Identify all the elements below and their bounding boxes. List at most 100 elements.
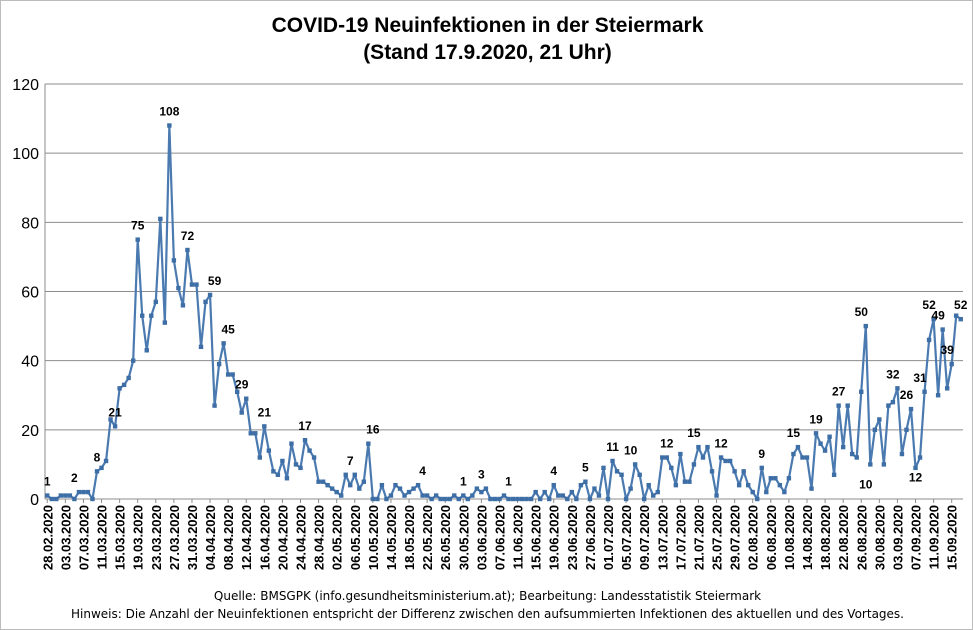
x-tick-label: 10.05.2020 [366,505,381,570]
data-point [587,496,593,502]
x-tick-label: 09.07.2020 [637,505,652,570]
data-point [551,482,556,488]
data-point [913,465,918,471]
data-point [628,486,633,491]
data-point [289,441,294,446]
data-point [922,389,927,394]
data-point [723,458,728,464]
x-tick-label: 24.04.2020 [294,505,309,570]
data-label: 72 [181,229,195,243]
x-tick-label: 11.03.2020 [95,505,110,569]
chart-title: COVID-19 Neuinfektionen in der Steiermar… [271,14,704,37]
data-point [641,496,647,502]
x-tick-label: 30.05.2020 [456,505,471,570]
data-point [198,344,204,350]
data-point [424,493,430,498]
x-tick-label: 16.04.2020 [257,505,272,570]
data-label: 32 [886,367,900,381]
data-point [954,313,959,318]
data-label: 7 [347,454,354,468]
data-point [45,493,50,498]
x-tick-label: 03.06.2020 [474,505,489,570]
data-point [931,316,936,322]
data-point [818,441,823,446]
x-tick-label: 04.04.2020 [203,505,218,570]
data-point [397,486,403,491]
data-point [230,372,235,377]
data-point [99,465,104,471]
data-point [280,458,285,464]
data-point [727,458,733,464]
data-point [596,493,602,498]
data-point [542,489,547,495]
data-label: 26 [900,388,914,402]
data-point [614,469,620,474]
data-point [108,417,113,422]
data-point [877,417,882,422]
x-tick-label: 03.03.2020 [58,505,73,570]
x-tick-label: 23.06.2020 [565,505,580,570]
data-point [207,292,213,298]
data-point [908,406,914,412]
series-line [46,124,962,501]
data-point [660,455,665,460]
data-label: 31 [913,371,927,385]
y-tick-label: 100 [12,146,39,163]
data-point [605,496,611,502]
data-point [452,493,457,498]
data-point [420,493,425,498]
data-point [483,486,489,491]
data-point [632,462,638,467]
data-point [130,358,136,363]
data-point [515,496,520,502]
data-point [669,465,674,471]
data-point [917,455,923,460]
data-point [112,424,118,429]
data-point [225,372,231,377]
data-point [275,472,281,477]
data-point [375,496,380,502]
x-tick-label: 10.08.2020 [782,505,797,570]
data-point [714,493,719,498]
data-point [935,393,941,398]
data-point [777,482,783,488]
data-point [705,444,710,450]
data-label: 15 [787,426,801,440]
data-point [415,482,421,488]
data-point [813,431,819,436]
y-tick-label: 20 [21,423,39,440]
data-point [759,465,764,471]
x-tick-label: 14.05.2020 [384,505,399,570]
data-point [293,462,299,467]
x-tick-label: 29.07.2020 [728,505,743,570]
data-point [501,493,507,498]
data-label: 4 [550,464,557,478]
data-label: 1 [44,475,51,489]
data-point [682,479,688,484]
data-point [58,493,64,498]
x-tick-label: 17.07.2020 [673,505,688,570]
x-tick-label: 18.08.2020 [818,505,833,570]
data-point [121,382,127,388]
data-point [664,455,669,460]
data-point [234,389,240,394]
data-point [795,444,801,450]
data-label: 8 [94,450,101,464]
data-point [266,448,272,453]
data-point [623,496,629,502]
y-tick-label: 60 [21,285,39,302]
data-point [343,472,348,477]
data-point [836,403,841,408]
x-tick-label: 19.06.2020 [547,505,562,570]
data-point [162,320,168,325]
data-point [565,496,570,502]
x-tick-label: 07.06.2020 [492,505,507,570]
data-label: 59 [208,274,222,288]
data-point [262,424,267,429]
data-point [700,455,706,460]
x-tick-label: 15.03.2020 [113,505,128,570]
data-point [465,496,471,502]
data-point [94,469,100,474]
y-tick-label: 80 [21,215,39,232]
x-tick-label: 07.03.2020 [76,505,91,570]
